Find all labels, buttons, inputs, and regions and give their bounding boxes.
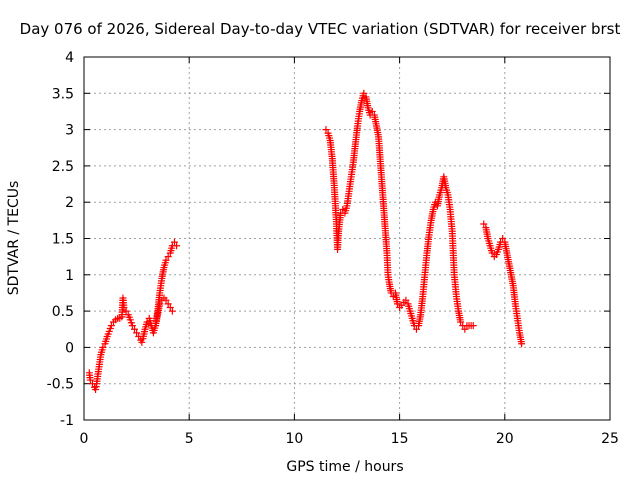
data-point (402, 296, 410, 304)
data-point (128, 322, 136, 330)
axis-ticks: 0 5 10 15 20 25 -1 -0.5 0 0.5 1 1.5 2 2.5 3 3.5 4 (47, 50, 619, 447)
data-point (99, 343, 107, 351)
chart-title: Day 076 of 2026, Sidereal Day-to-day VTE… (19, 20, 621, 38)
x-tick-label: 25 (601, 431, 619, 447)
data-point (170, 238, 178, 246)
data-point (360, 89, 368, 97)
x-tick-label: 5 (185, 431, 194, 447)
y-tick-label: 2.5 (52, 159, 74, 175)
data-point (107, 322, 115, 330)
y-tick-label: 3 (65, 123, 74, 139)
data-point (164, 300, 172, 308)
data-point (168, 307, 176, 315)
data-point (133, 329, 141, 337)
data-point (130, 325, 138, 333)
y-tick-label: 0 (65, 340, 74, 356)
data-point (322, 126, 330, 134)
y-tick-label: 3.5 (52, 86, 74, 102)
data-point (518, 340, 526, 348)
data-point (120, 303, 128, 311)
plot-frame (83, 56, 611, 421)
data-point (461, 325, 469, 333)
data-point (86, 376, 94, 384)
data-point (469, 322, 477, 330)
y-tick-label: 1.5 (52, 232, 74, 248)
data-point (166, 303, 174, 311)
x-axis-label: GPS time / hours (286, 459, 403, 475)
data-point (488, 249, 496, 257)
x-tick-label: 0 (80, 431, 89, 447)
grid (84, 57, 610, 420)
series-segment-4 (480, 220, 526, 348)
x-tick-label: 20 (496, 431, 514, 447)
series-segment-1 (85, 294, 176, 394)
data-points (85, 89, 526, 394)
data-point (457, 318, 465, 326)
y-tick-label: 1 (65, 268, 74, 284)
data-point (393, 300, 401, 308)
data-point (122, 307, 130, 315)
y-tick-label: -0.5 (47, 377, 74, 393)
y-tick-label: 0.5 (52, 304, 74, 320)
y-tick-label: 2 (65, 195, 74, 211)
data-point (499, 235, 507, 242)
series-segment-3 (322, 89, 477, 333)
x-tick-label: 10 (285, 431, 303, 447)
y-tick-label: -1 (60, 413, 74, 429)
data-point (412, 325, 420, 333)
data-point (138, 338, 146, 346)
data-point (480, 220, 488, 228)
x-tick-label: 15 (391, 431, 409, 447)
y-tick-label: 4 (65, 50, 74, 66)
series-segment-2 (152, 238, 181, 330)
data-point (368, 107, 376, 115)
data-point (162, 296, 170, 304)
data-point (162, 256, 170, 264)
data-point (173, 242, 181, 250)
y-axis-label: SDTVAR / TECUs (6, 181, 22, 296)
data-point (164, 253, 172, 261)
